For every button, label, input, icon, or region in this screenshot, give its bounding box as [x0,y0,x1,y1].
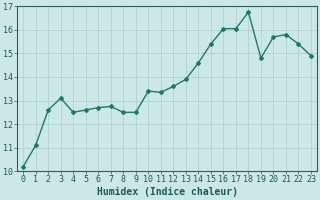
X-axis label: Humidex (Indice chaleur): Humidex (Indice chaleur) [97,187,237,197]
